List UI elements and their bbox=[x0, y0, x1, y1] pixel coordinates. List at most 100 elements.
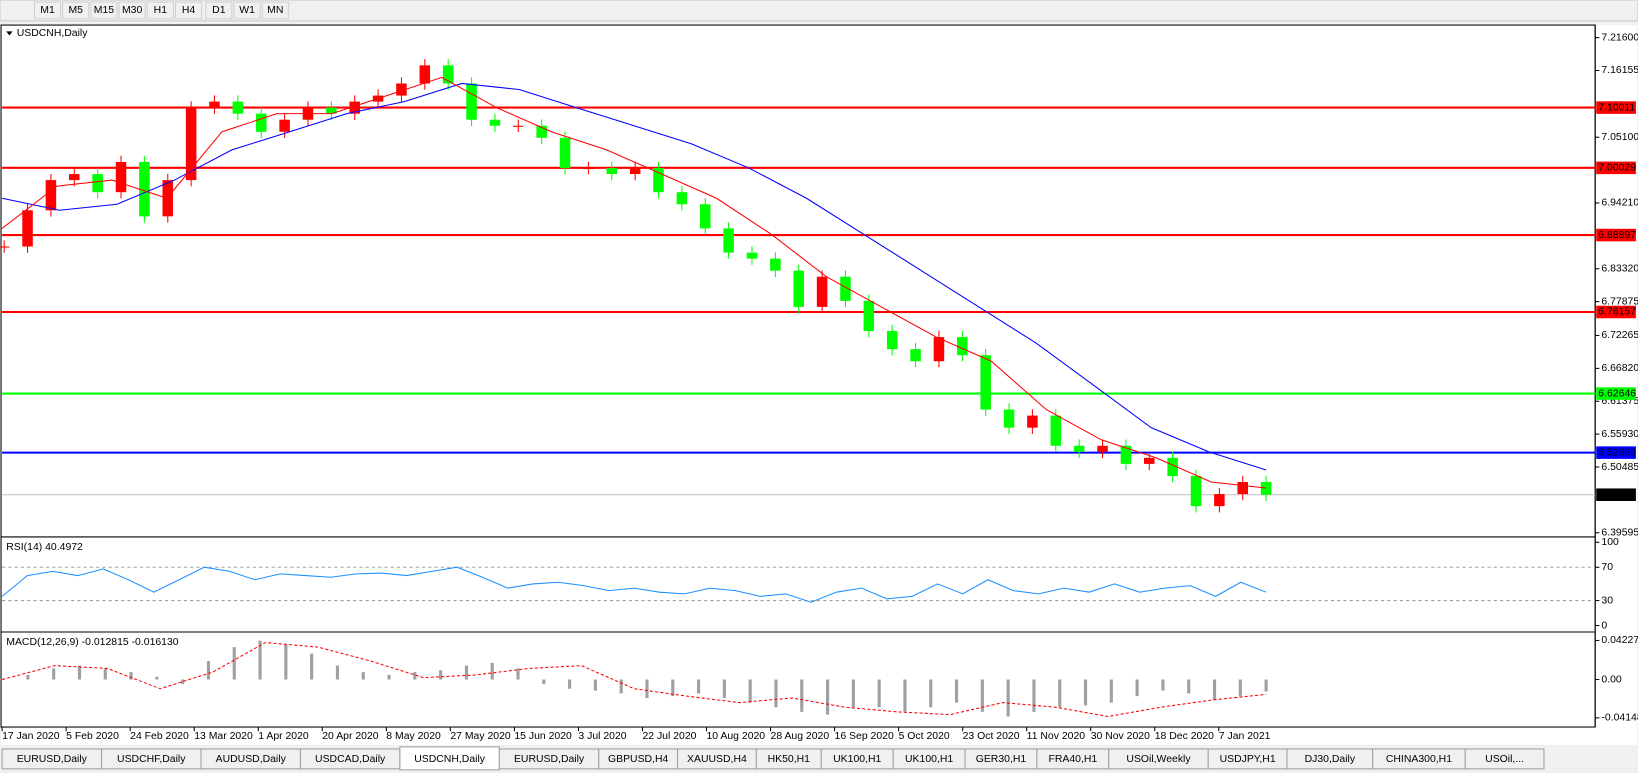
price-tick-label: 6.94210 bbox=[1601, 198, 1638, 209]
level-label-box bbox=[1596, 387, 1636, 400]
tab-label[interactable]: GBPUSD,H4 bbox=[608, 754, 669, 765]
candle-body bbox=[396, 83, 407, 96]
price-tick-label: 6.50485 bbox=[1601, 462, 1638, 473]
macd-tick-label: -0.04148 bbox=[1601, 713, 1638, 724]
macd-bar bbox=[1083, 679, 1088, 706]
rsi-title: RSI(14) 40.4972 bbox=[6, 542, 83, 553]
tab-label[interactable]: HK50,H1 bbox=[768, 754, 811, 765]
macd-bar bbox=[1006, 679, 1010, 717]
macd-bar bbox=[954, 679, 959, 703]
level-label: 6.52865 bbox=[1598, 447, 1636, 458]
tab-label[interactable]: USDCAD,Daily bbox=[315, 754, 386, 765]
candle-body bbox=[559, 137, 571, 169]
macd-bar bbox=[258, 640, 262, 680]
macd-bar bbox=[826, 679, 830, 715]
candle-body bbox=[162, 180, 174, 217]
timeframe-label[interactable]: H1 bbox=[154, 5, 168, 16]
macd-title: MACD(12,26,9) -0.012815 -0.016130 bbox=[6, 637, 179, 648]
macd-bar bbox=[722, 679, 726, 698]
timeframe-label[interactable]: M1 bbox=[40, 5, 55, 16]
dropdown-icon[interactable] bbox=[6, 31, 13, 36]
macd-tick-label: 0.042275 bbox=[1601, 635, 1638, 646]
tab-label[interactable]: EURUSD,Daily bbox=[514, 754, 585, 765]
macd-signal bbox=[1, 641, 1267, 718]
level-label-box bbox=[1596, 101, 1636, 114]
candle-body bbox=[139, 161, 150, 217]
date-label: 22 Jul 2020 bbox=[642, 731, 696, 742]
timeframe-label[interactable]: MN bbox=[267, 5, 283, 16]
tab-label[interactable]: EURUSD,Daily bbox=[17, 754, 88, 765]
date-label: 13 Mar 2020 bbox=[194, 731, 253, 742]
macd-bar bbox=[464, 665, 468, 680]
toolbar bbox=[0, 0, 1638, 22]
tab-label[interactable]: FRA40,H1 bbox=[1048, 754, 1097, 765]
candle-body bbox=[770, 258, 781, 271]
candle-body bbox=[840, 276, 851, 301]
candle-body bbox=[279, 119, 290, 132]
candle-body bbox=[653, 168, 664, 193]
candle-body bbox=[442, 65, 454, 84]
candle-body bbox=[115, 161, 127, 193]
candle-body bbox=[1237, 482, 1248, 495]
tab[interactable] bbox=[1464, 748, 1545, 770]
tab-label[interactable]: USOil,Weekly bbox=[1126, 754, 1191, 765]
date-label: 23 Oct 2020 bbox=[963, 731, 1020, 742]
tab-label[interactable]: USOil,... bbox=[1485, 754, 1524, 765]
macd-tick-label: 0.00 bbox=[1601, 674, 1622, 685]
timeframe-button[interactable] bbox=[62, 1, 90, 20]
tab-label[interactable]: UK100,H1 bbox=[833, 754, 881, 765]
date-label: 5 Feb 2020 bbox=[66, 731, 119, 742]
tab-label[interactable]: UK100,H1 bbox=[905, 754, 953, 765]
timeframe-label[interactable]: M15 bbox=[94, 5, 114, 16]
timeframe-label[interactable]: D1 bbox=[212, 5, 226, 16]
macd-bar bbox=[26, 674, 30, 680]
candle-body bbox=[92, 174, 103, 193]
tab-label[interactable]: GER30,H1 bbox=[976, 754, 1027, 765]
timeframe-button[interactable] bbox=[233, 1, 261, 20]
timeframe-label[interactable]: H4 bbox=[182, 5, 196, 16]
candle-body bbox=[816, 276, 828, 307]
price-tick-label: 6.61375 bbox=[1601, 396, 1638, 407]
timeframe-button[interactable] bbox=[33, 1, 62, 20]
current-price-box bbox=[1596, 488, 1636, 501]
tab-label[interactable]: CHINA300,H1 bbox=[1386, 754, 1452, 765]
date-label: 28 Aug 2020 bbox=[771, 731, 830, 742]
rsi-tick-label: 70 bbox=[1601, 562, 1613, 573]
macd-bar bbox=[103, 668, 107, 680]
tab-label[interactable]: USDCHF,Daily bbox=[117, 754, 186, 765]
tab-label[interactable]: USDCNH,Daily bbox=[414, 754, 486, 765]
timeframe-label[interactable]: M5 bbox=[68, 5, 83, 16]
candle-body bbox=[1260, 482, 1272, 495]
timeframe-label[interactable]: M30 bbox=[122, 5, 142, 16]
macd-bar bbox=[0, 679, 4, 681]
candle-body bbox=[699, 204, 711, 229]
macd-bar bbox=[361, 672, 365, 680]
candle-body bbox=[1144, 457, 1155, 464]
price-tick-label: 7.05100 bbox=[1601, 132, 1638, 143]
timeframe-label[interactable]: W1 bbox=[239, 5, 255, 16]
tab-label[interactable]: DJ30,Daily bbox=[1305, 754, 1356, 765]
candle-body bbox=[536, 125, 547, 138]
price-tick-label: 6.83320 bbox=[1601, 264, 1638, 275]
timeframe-button[interactable] bbox=[90, 1, 118, 20]
date-label: 7 Jan 2021 bbox=[1219, 731, 1271, 742]
tab-label[interactable]: USDJPY,H1 bbox=[1220, 754, 1276, 765]
candle-body bbox=[980, 355, 991, 410]
candle-body bbox=[723, 228, 734, 253]
macd-bar bbox=[619, 679, 623, 694]
date-label: 18 Dec 2020 bbox=[1155, 731, 1214, 742]
level-label-box bbox=[1596, 446, 1636, 459]
timeframe-button[interactable] bbox=[261, 1, 289, 20]
timeframe-button[interactable] bbox=[174, 1, 203, 20]
macd-bar bbox=[1058, 679, 1062, 708]
timeframe-button[interactable] bbox=[118, 1, 146, 20]
timeframe-button[interactable] bbox=[205, 1, 233, 20]
date-label: 30 Nov 2020 bbox=[1091, 731, 1150, 742]
date-label: 16 Sep 2020 bbox=[835, 731, 894, 742]
tab-label[interactable]: AUDUSD,Daily bbox=[216, 754, 287, 765]
macd-bar bbox=[490, 662, 494, 680]
candle-body bbox=[255, 113, 267, 132]
timeframe-button[interactable] bbox=[146, 1, 174, 20]
tab-label[interactable]: XAUUSD,H4 bbox=[687, 754, 747, 765]
candle-body bbox=[232, 101, 244, 114]
